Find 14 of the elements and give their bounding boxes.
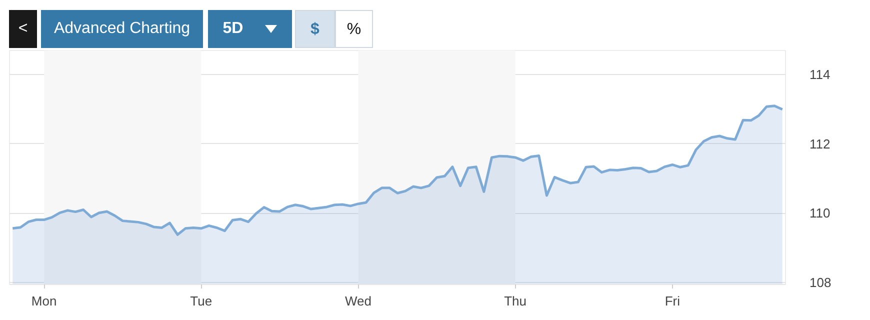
x-tick-label: Thu	[504, 294, 527, 308]
text: 5D	[208, 10, 292, 48]
x-tick-label: Fri	[664, 294, 680, 308]
text: $	[295, 10, 335, 48]
y-tick-label: 112	[810, 136, 830, 152]
y-tick-label: 114	[810, 67, 830, 82]
x-tick-label: Wed	[344, 294, 372, 308]
text: <	[9, 10, 37, 48]
text: Advanced Charting	[41, 10, 203, 48]
y-tick-label: 108	[810, 274, 832, 290]
text: %	[335, 10, 373, 48]
x-tick-label: Tue	[190, 294, 212, 308]
y-tick-label: 110	[810, 206, 830, 221]
x-tick-label: Mon	[31, 294, 57, 308]
